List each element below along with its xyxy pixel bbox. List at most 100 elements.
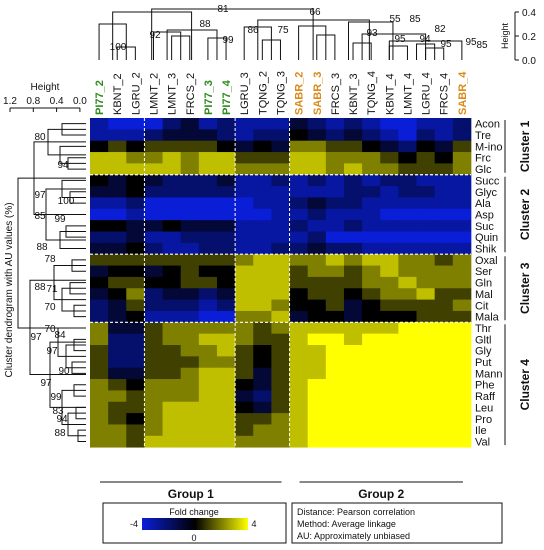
cell-shik-pi77_4 <box>216 242 236 255</box>
cell-frc-kbnt_2 <box>108 152 127 164</box>
cell-gltl-kbnt_2 <box>108 333 127 346</box>
cell-thr-sabr_3 <box>307 322 327 335</box>
cell-quin-tqng_3 <box>271 231 290 244</box>
cell-ile-tqng_4 <box>362 424 381 437</box>
cell-glc-pi77_3 <box>198 163 218 176</box>
cell-glyc-sabr_3 <box>307 186 327 198</box>
au-value: 70 <box>44 302 56 313</box>
cell-phe-pi77_3 <box>198 379 218 391</box>
cell-ala-lmnt_3 <box>162 197 182 210</box>
cell-put-lmnt_2 <box>144 356 163 369</box>
cell-oxal-pi77_3 <box>198 254 218 266</box>
cell-frc-tqng_3 <box>271 152 290 164</box>
au-value: 88 <box>54 428 66 439</box>
cell-m-ino-lmnt_4 <box>398 140 417 153</box>
metabolite-label: Gln <box>475 278 492 290</box>
cell-frc-frcs_4 <box>434 152 454 164</box>
cell-suc-pi77_3 <box>198 220 218 232</box>
cell-succ-frcs_4 <box>434 174 454 187</box>
sample-label: SABR_4 <box>457 71 469 115</box>
cell-ser-lmnt_3 <box>162 265 182 278</box>
cell-mann-tqng_2 <box>253 367 272 380</box>
cell-gln-lgru_2 <box>126 276 145 289</box>
column-dendrogram-branch <box>347 21 394 60</box>
row-dendrogram-branch <box>29 279 86 376</box>
cell-tre-sabr_3 <box>307 129 327 142</box>
cell-gltl-sabr_4 <box>452 333 472 346</box>
au-value: 78 <box>44 254 56 265</box>
metabolite-label: Asp <box>475 209 494 221</box>
cell-pro-pi77_2 <box>90 413 109 425</box>
cell-gln-pi77_2 <box>90 276 109 289</box>
metabolite-label: Put <box>475 357 492 369</box>
cell-val-pi77_2 <box>90 435 109 448</box>
cell-mala-pi77_4 <box>216 310 236 323</box>
cell-ile-tqng_2 <box>253 424 272 437</box>
cell-shik-lmnt_2 <box>144 242 163 255</box>
cell-leu-frcs_2 <box>180 401 200 414</box>
cell-gln-sabr_4 <box>452 276 472 289</box>
cell-tre-pi77_4 <box>216 129 236 142</box>
au-value: 94 <box>57 160 69 171</box>
cell-glyc-pi77_2 <box>90 186 109 198</box>
cell-thr-tqng_3 <box>271 322 290 335</box>
au-value: 86 <box>247 25 259 36</box>
cell-ala-kbnt_4 <box>380 197 399 210</box>
cell-cit-lmnt_3 <box>162 299 182 312</box>
cell-m-ino-lgru_3 <box>235 140 254 153</box>
cell-mala-lmnt_4 <box>398 310 417 323</box>
cell-m-ino-pi77_4 <box>216 140 236 153</box>
cell-ala-lmnt_2 <box>144 197 163 210</box>
cell-cit-frcs_3 <box>325 299 345 312</box>
au-value: 70 <box>44 324 56 335</box>
cell-put-frcs_2 <box>180 356 200 369</box>
cell-suc-lgru_3 <box>235 220 254 232</box>
cell-raff-tqng_4 <box>362 390 381 403</box>
cell-gly-lmnt_2 <box>144 345 163 357</box>
cell-put-lgru_3 <box>235 356 254 369</box>
cell-acon-tqng_3 <box>271 118 290 130</box>
cell-glc-lgru_4 <box>416 163 436 176</box>
cell-ala-tqng_4 <box>362 197 381 210</box>
cell-oxal-lgru_4 <box>416 254 436 266</box>
cell-val-tqng_3 <box>271 435 290 448</box>
cell-asp-sabr_4 <box>452 208 472 221</box>
cell-put-tqng_3 <box>271 356 290 369</box>
cell-acon-lmnt_2 <box>144 118 163 130</box>
cell-gly-kbnt_3 <box>343 345 363 357</box>
cell-gly-tqng_3 <box>271 345 290 357</box>
cell-thr-lmnt_2 <box>144 322 163 335</box>
metabolite-label: Val <box>475 436 490 448</box>
cell-leu-frcs_3 <box>325 401 345 414</box>
cell-pro-pi77_3 <box>198 413 218 425</box>
cell-glyc-tqng_4 <box>362 186 381 198</box>
cell-acon-kbnt_3 <box>343 118 363 130</box>
cell-quin-pi77_3 <box>198 231 218 244</box>
sample-label: LMNT_3 <box>167 73 179 115</box>
au-value: 85 <box>409 14 421 25</box>
cell-raff-lmnt_4 <box>398 390 417 403</box>
metabolite-label: Mal <box>475 289 493 301</box>
cell-mal-pi77_2 <box>90 288 109 300</box>
cell-pro-kbnt_4 <box>380 413 399 425</box>
cell-ala-tqng_2 <box>253 197 272 210</box>
column-dendrogram-branch <box>151 8 314 60</box>
cell-leu-lgru_4 <box>416 401 436 414</box>
cell-asp-lgru_3 <box>235 208 254 221</box>
cell-suc-lgru_4 <box>416 220 436 232</box>
cell-cit-frcs_4 <box>434 299 454 312</box>
cell-gltl-kbnt_3 <box>343 333 363 346</box>
cell-mala-pi77_2 <box>90 310 109 323</box>
cell-glc-pi77_4 <box>216 163 236 176</box>
cell-gln-lgru_3 <box>235 276 254 289</box>
cluster-dividers <box>90 118 471 448</box>
cell-quin-lmnt_3 <box>162 231 182 244</box>
cell-val-frcs_2 <box>180 435 200 448</box>
cell-acon-sabr_3 <box>307 118 327 130</box>
group-brackets: Group 1 Group 2 <box>100 481 463 501</box>
cell-ile-pi77_3 <box>198 424 218 437</box>
cell-quin-sabr_3 <box>307 231 327 244</box>
au-value: 97 <box>30 332 42 343</box>
cell-mala-tqng_2 <box>253 310 272 323</box>
